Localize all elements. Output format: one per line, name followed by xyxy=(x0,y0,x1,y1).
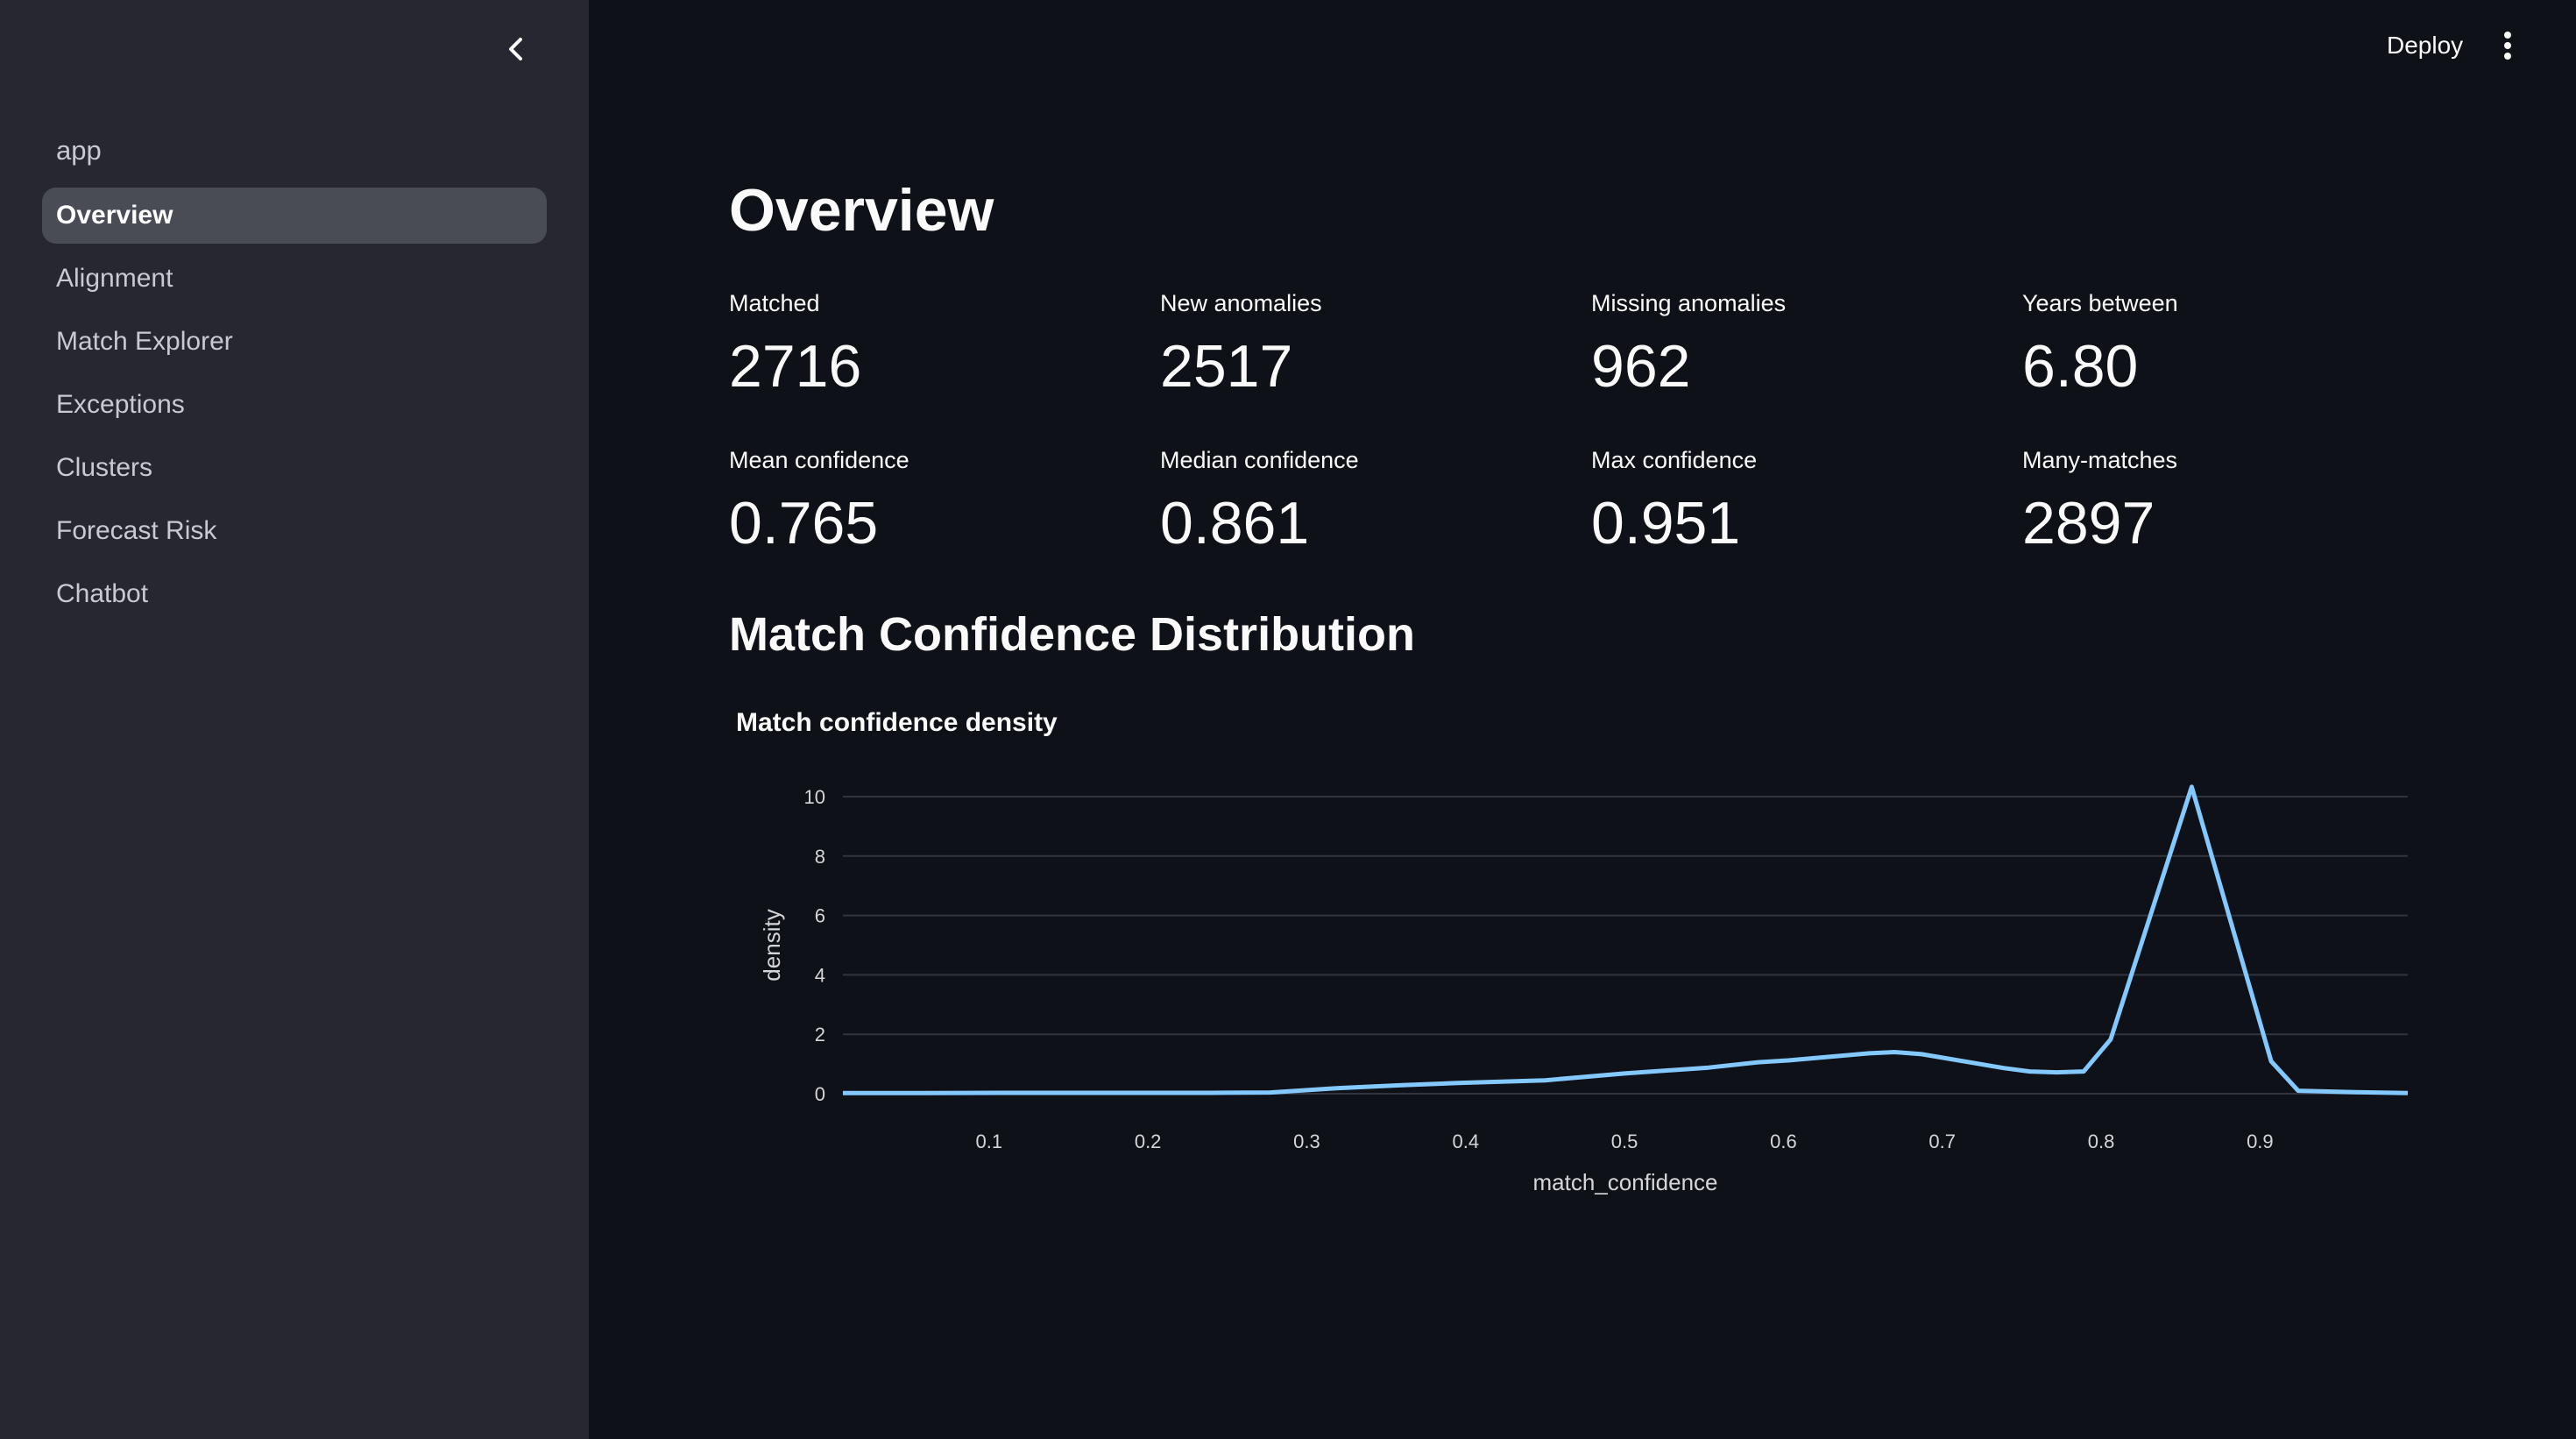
sidebar: app Overview Alignment Match Explorer Ex… xyxy=(0,0,589,1439)
density-point xyxy=(2002,1066,2006,1070)
metric-label: Years between xyxy=(2022,290,2178,316)
density-point xyxy=(1707,1066,1711,1070)
metric-missing-anomalies: Missing anomalies 962 xyxy=(1591,287,1994,405)
density-point xyxy=(841,1091,846,1095)
chart-gridlines xyxy=(843,796,2408,1095)
metric-label: Missing anomalies xyxy=(1591,290,1787,316)
metric-label: Matched xyxy=(729,290,820,316)
x-tick-label: 0.2 xyxy=(1135,1131,1162,1152)
y-tick-label: 0 xyxy=(815,1083,825,1105)
metric-mean-confidence: Mean confidence 0.765 xyxy=(729,444,1132,562)
sidebar-item-alignment[interactable]: Alignment xyxy=(56,264,173,293)
metric-value: 2716 xyxy=(729,333,862,400)
density-point xyxy=(1209,1091,1214,1095)
metric-value: 0.765 xyxy=(729,490,879,556)
metric-label: Median confidence xyxy=(1160,447,1359,473)
metric-value: 0.951 xyxy=(1591,490,1741,556)
density-point xyxy=(1268,1090,1272,1095)
page-title: Overview xyxy=(729,177,994,244)
y-tick-label: 8 xyxy=(815,846,825,868)
metric-value: 2517 xyxy=(1160,333,1293,400)
sidebar-item-overview[interactable]: Overview xyxy=(42,188,547,244)
x-axis-label: match_confidence xyxy=(1532,1169,1717,1195)
density-point xyxy=(2353,1090,2358,1095)
main-menu-button[interactable] xyxy=(2494,26,2522,65)
sidebar-item-exceptions[interactable]: Exceptions xyxy=(56,390,185,419)
sidebar-item-chatbot[interactable]: Chatbot xyxy=(56,579,149,608)
density-point xyxy=(2082,1069,2086,1074)
metric-value: 0.861 xyxy=(1160,490,1310,556)
sidebar-nav: app Overview Alignment Match Explorer Ex… xyxy=(42,126,547,629)
metric-max-confidence: Max confidence 0.951 xyxy=(1591,444,1994,562)
kebab-menu-icon xyxy=(2504,32,2511,60)
metric-label: New anomalies xyxy=(1160,290,1322,316)
metric-value: 962 xyxy=(1591,333,1691,400)
x-tick-label: 0.9 xyxy=(2247,1131,2274,1152)
density-point xyxy=(2190,784,2194,789)
metric-years-between: Years between 6.80 xyxy=(2022,287,2425,405)
metric-label: Mean confidence xyxy=(729,447,909,473)
y-tick-label: 6 xyxy=(815,905,825,927)
y-axis-label: density xyxy=(759,909,785,981)
density-point xyxy=(2028,1069,2032,1074)
x-tick-label: 0.8 xyxy=(2088,1131,2115,1152)
density-point xyxy=(2055,1070,2059,1074)
density-point xyxy=(1455,1081,1460,1085)
x-tick-label: 0.4 xyxy=(1452,1131,1479,1152)
density-point xyxy=(2406,1091,2410,1095)
y-tick-label: 4 xyxy=(815,964,825,986)
x-tick-label: 0.7 xyxy=(1928,1131,1956,1152)
metric-value: 2897 xyxy=(2022,490,2155,556)
collapse-sidebar-button[interactable] xyxy=(496,30,534,68)
y-tick-label: 2 xyxy=(815,1024,825,1046)
metric-value: 6.80 xyxy=(2022,333,2139,400)
deploy-button[interactable]: Deploy xyxy=(2387,32,2464,59)
metric-many-matches: Many-matches 2897 xyxy=(2022,444,2425,562)
density-point xyxy=(2108,1038,2112,1042)
chevron-left-icon xyxy=(509,38,522,60)
density-chart[interactable]: Match confidence density 0 2 4 6 8 10 0.1 0.2 0… xyxy=(718,692,2471,1218)
density-point xyxy=(1867,1051,1872,1055)
chart-title: Match confidence density xyxy=(736,708,1058,737)
density-point xyxy=(1786,1059,1790,1063)
sidebar-item-clusters[interactable]: Clusters xyxy=(56,453,153,482)
x-tick-label: 0.3 xyxy=(1293,1131,1320,1152)
density-point xyxy=(1019,1091,1023,1095)
y-tick-label: 10 xyxy=(804,786,825,808)
x-tick-label: 0.1 xyxy=(976,1131,1003,1152)
density-point xyxy=(1623,1071,1627,1075)
chart-series xyxy=(841,784,2410,1095)
x-tick-label: 0.5 xyxy=(1611,1131,1638,1152)
y-axis-ticks: 0 2 4 6 8 10 xyxy=(804,786,825,1105)
density-point xyxy=(1336,1086,1341,1090)
density-point xyxy=(1114,1091,1118,1095)
density-point xyxy=(1400,1083,1405,1088)
density-point xyxy=(1543,1078,1547,1082)
density-point xyxy=(1920,1052,1924,1056)
density-point xyxy=(2269,1060,2274,1064)
density-point xyxy=(1893,1050,1897,1054)
density-point xyxy=(2296,1088,2300,1093)
x-tick-label: 0.6 xyxy=(1770,1131,1797,1152)
density-line xyxy=(843,784,2409,1095)
metric-new-anomalies: New anomalies 2517 xyxy=(1160,287,1563,405)
metric-median-confidence: Median confidence 0.861 xyxy=(1160,444,1563,562)
sidebar-item-forecast-risk[interactable]: Forecast Risk xyxy=(56,516,217,545)
sidebar-app-header: app xyxy=(56,135,102,166)
sidebar-item-match-explorer[interactable]: Match Explorer xyxy=(56,327,233,356)
section-title: Match Confidence Distribution xyxy=(729,608,1415,661)
density-point xyxy=(1756,1060,1760,1065)
density-point xyxy=(924,1091,928,1095)
metric-label: Max confidence xyxy=(1591,447,1758,473)
metric-matched: Matched 2716 xyxy=(729,287,1132,405)
x-axis-ticks: 0.1 0.2 0.3 0.4 0.5 0.6 0.7 0.8 0.9 xyxy=(976,1131,2274,1152)
metric-label: Many-matches xyxy=(2022,447,2178,473)
